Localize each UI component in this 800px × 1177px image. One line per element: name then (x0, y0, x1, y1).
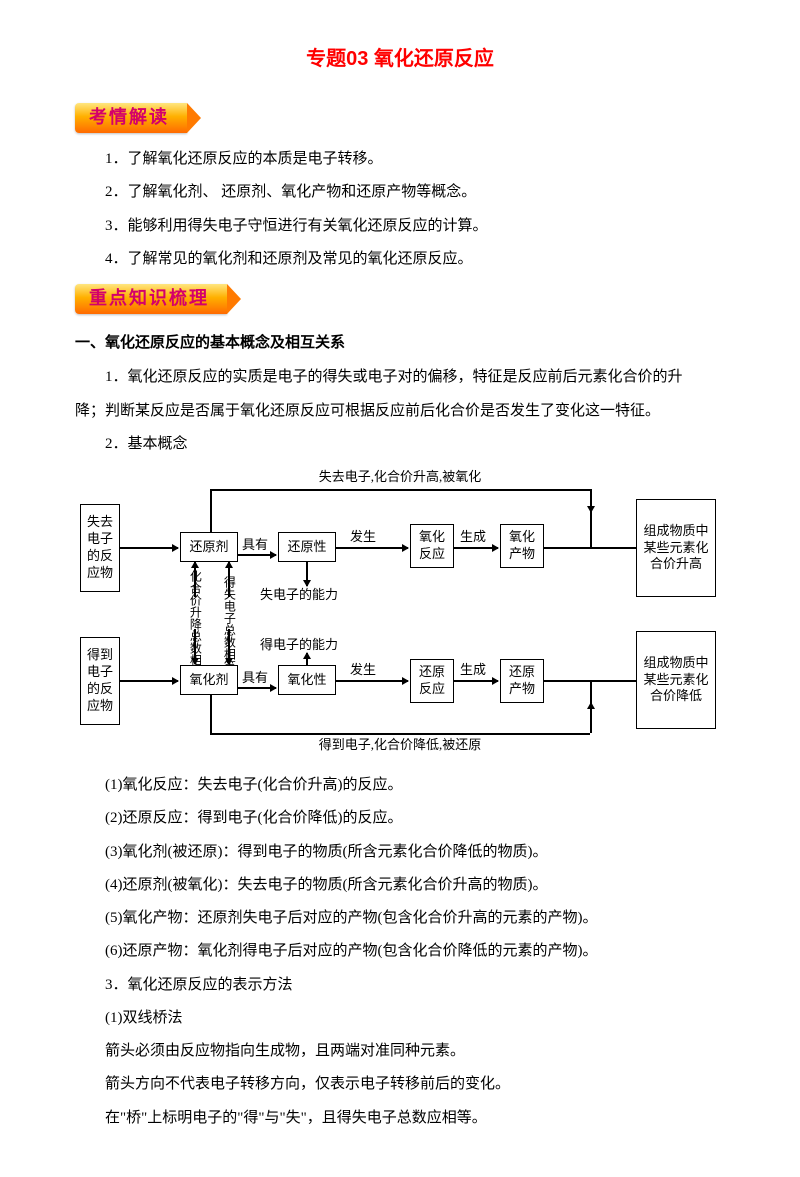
label-has-2: 具有 (242, 670, 268, 686)
concept-diagram: 失去电子,化合价升高,被氧化 失去电子的反应物 还原剂 具有 还原性 发生 氧化… (80, 469, 720, 759)
box-lose-e-reactant: 失去电子的反应物 (80, 504, 120, 592)
banner-key-knowledge: 重点知识梳理 (75, 284, 227, 314)
box-oxidizer: 氧化剂 (180, 665, 238, 695)
def-2: (2)还原反应：得到电子(化合价降低)的反应。 (75, 804, 725, 833)
label-gen-2: 生成 (460, 662, 486, 678)
box-gain-e-reactant: 得到电子的反应物 (80, 637, 120, 725)
box-reduction-product: 还原产物 (500, 659, 544, 703)
page-title: 专题03 氧化还原反应 (75, 40, 725, 79)
para-3: 3．氧化还原反应的表示方法 (75, 971, 725, 1000)
label-occur-2: 发生 (350, 662, 376, 678)
def-6: (6)还原产物：氧化剂得电子后对应的产物(包含化合价降低的元素的产物)。 (75, 937, 725, 966)
box-oxidation-reaction: 氧化反应 (410, 524, 454, 568)
def-4: (4)还原剂(被氧化)：失去电子的物质(所含元素化合价升高的物质)。 (75, 871, 725, 900)
label-valence-bridge: 化合价升降总数相等 (188, 569, 202, 679)
para-1a: 1．氧化还原反应的实质是电子的得失或电子对的偏移，特征是反应前后元素化合价的升 (75, 363, 725, 392)
banner-label: 考情解读 (75, 103, 187, 133)
label-lose-e-ability: 失电子的能力 (260, 587, 338, 603)
para-3d: 在"桥"上标明电子的"得"与"失"，且得失电子总数应相等。 (75, 1104, 725, 1133)
banner-label: 重点知识梳理 (75, 284, 227, 314)
para-3c: 箭头方向不代表电子转移方向，仅表示电子转移前后的变化。 (75, 1070, 725, 1099)
para-1b: 降；判断某反应是否属于氧化还原反应可根据反应前后化合价是否发生了变化这一特征。 (75, 397, 725, 426)
def-1: (1)氧化反应：失去电子(化合价升高)的反应。 (75, 771, 725, 800)
para-2: 2．基本概念 (75, 430, 725, 459)
label-has-1: 具有 (242, 537, 268, 553)
para-3b: 箭头必须由反应物指向生成物，且两端对准同种元素。 (75, 1037, 725, 1066)
diagram-bottom-label: 得到电子,化合价降低,被还原 (230, 737, 570, 753)
box-reducing-property: 还原性 (278, 532, 336, 562)
para-3a: (1)双线桥法 (75, 1004, 725, 1033)
def-3: (3)氧化剂(被还原)：得到电子的物质(所含元素化合价降低的物质)。 (75, 838, 725, 867)
label-electron-bridge: 得失电子总数相等 (222, 569, 236, 679)
section-1-heading: 一、氧化还原反应的基本概念及相互关系 (75, 328, 725, 357)
banner-exam-interpret: 考情解读 (75, 103, 187, 133)
box-reducer: 还原剂 (180, 532, 238, 562)
label-occur-1: 发生 (350, 529, 376, 545)
diagram-top-label: 失去电子,化合价升高,被氧化 (230, 469, 570, 485)
box-valence-up: 组成物质中某些元素化合价升高 (636, 499, 716, 597)
box-valence-down: 组成物质中某些元素化合价降低 (636, 631, 716, 729)
intro-line-4: 4．了解常见的氧化剂和还原剂及常见的氧化还原反应。 (75, 245, 725, 274)
box-oxidizing-property: 氧化性 (278, 665, 336, 695)
def-5: (5)氧化产物：还原剂失电子后对应的产物(包含化合价升高的元素的产物)。 (75, 904, 725, 933)
intro-line-2: 2．了解氧化剂、 还原剂、氧化产物和还原产物等概念。 (75, 178, 725, 207)
intro-line-1: 1．了解氧化还原反应的本质是电子转移。 (75, 145, 725, 174)
box-reduction-reaction: 还原反应 (410, 659, 454, 703)
label-gain-e-ability: 得电子的能力 (260, 637, 338, 653)
intro-line-3: 3．能够利用得失电子守恒进行有关氧化还原反应的计算。 (75, 212, 725, 241)
box-oxidation-product: 氧化产物 (500, 524, 544, 568)
label-gen-1: 生成 (460, 529, 486, 545)
